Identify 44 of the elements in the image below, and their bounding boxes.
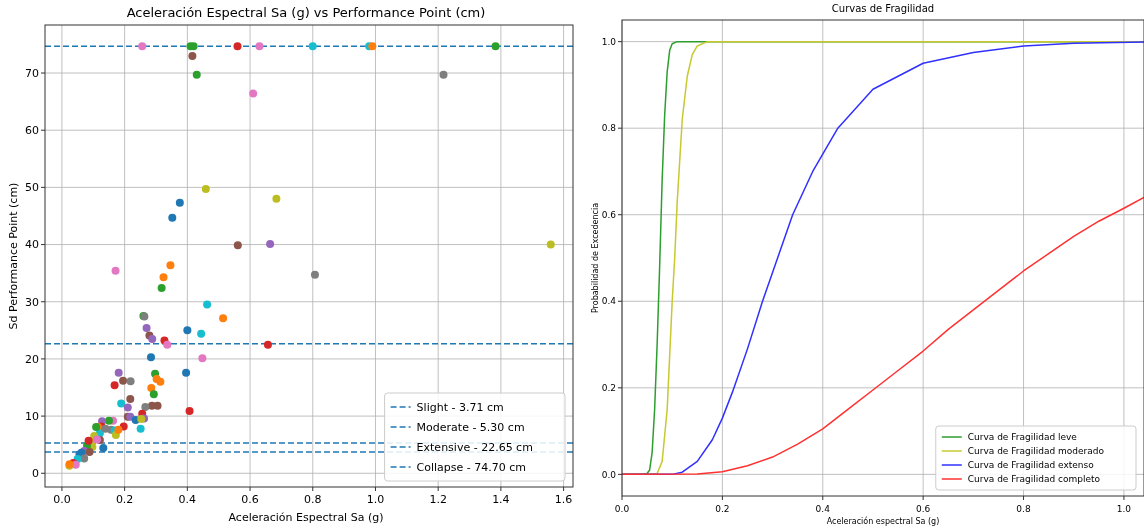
x-tick-label: 1.0 (366, 493, 385, 506)
x-tick-label: 0.8 (304, 493, 322, 506)
y-tick-label: 1.0 (601, 36, 617, 47)
x-tick-label: 0.4 (815, 504, 831, 514)
legend-label: Curva de Fragilidad completo (967, 474, 1101, 485)
chart-title: Curvas de Fragilidad (831, 3, 935, 14)
x-axis-title: Aceleración espectral Sa (g) (826, 516, 940, 526)
legend-label: Moderate - 5.30 cm (416, 420, 525, 434)
y-tick-label: 30 (25, 295, 39, 309)
y-tick-label: 0.4 (601, 296, 617, 307)
y-tick-label: 0.8 (601, 123, 617, 134)
x-tick-label: 1.6 (554, 493, 573, 506)
legend-label: Curva de Fragilidad extenso (967, 460, 1095, 471)
x-tick-label: 1.4 (492, 493, 510, 506)
x-tick-label: 0.2 (715, 504, 730, 514)
y-tick-label: 10 (25, 409, 39, 423)
y-tick-label: 0 (32, 467, 39, 481)
y-tick-label: 40 (25, 238, 39, 252)
y-tick-label: 0.6 (601, 209, 617, 220)
y-tick-label: 70 (25, 66, 39, 80)
x-tick-label: 0.0 (614, 504, 630, 514)
legend-label: Slight - 3.71 cm (416, 400, 504, 414)
y-tick-label: 20 (25, 352, 39, 366)
y-tick-label: 50 (25, 181, 39, 195)
x-tick-label: 0.0 (53, 493, 71, 506)
line-series (622, 196, 1144, 476)
y-tick-label: 0.2 (601, 382, 616, 393)
legend-label: Collapse - 74.70 cm (416, 460, 527, 474)
chart-title: Aceleración Espectral Sa (g) vs Performance Point (cm) (126, 5, 486, 20)
y-axis-title: Sd Performance Point (cm) (7, 182, 20, 330)
y-axis-title: Probabilidad de Excedencia (591, 202, 600, 314)
x-tick-label: 0.4 (178, 493, 197, 506)
y-tick-label: 0.0 (601, 469, 617, 480)
x-tick-label: 0.6 (241, 493, 259, 506)
legend-label: Curva de Fragilidad leve (967, 432, 1078, 443)
y-tick-label: 60 (25, 124, 39, 138)
x-tick-label: 0.2 (115, 493, 134, 506)
x-tick-label: 0.8 (1016, 504, 1031, 514)
x-axis-title: Aceleración Espectral Sa (g) (228, 511, 384, 524)
x-tick-label: 1.0 (1116, 504, 1132, 514)
x-tick-label: 0.6 (915, 504, 931, 514)
x-tick-label: 1.2 (429, 493, 447, 506)
legend-label: Extensive - 22.65 cm (416, 440, 533, 454)
legend-label: Curva de Fragilidad moderado (967, 446, 1105, 457)
